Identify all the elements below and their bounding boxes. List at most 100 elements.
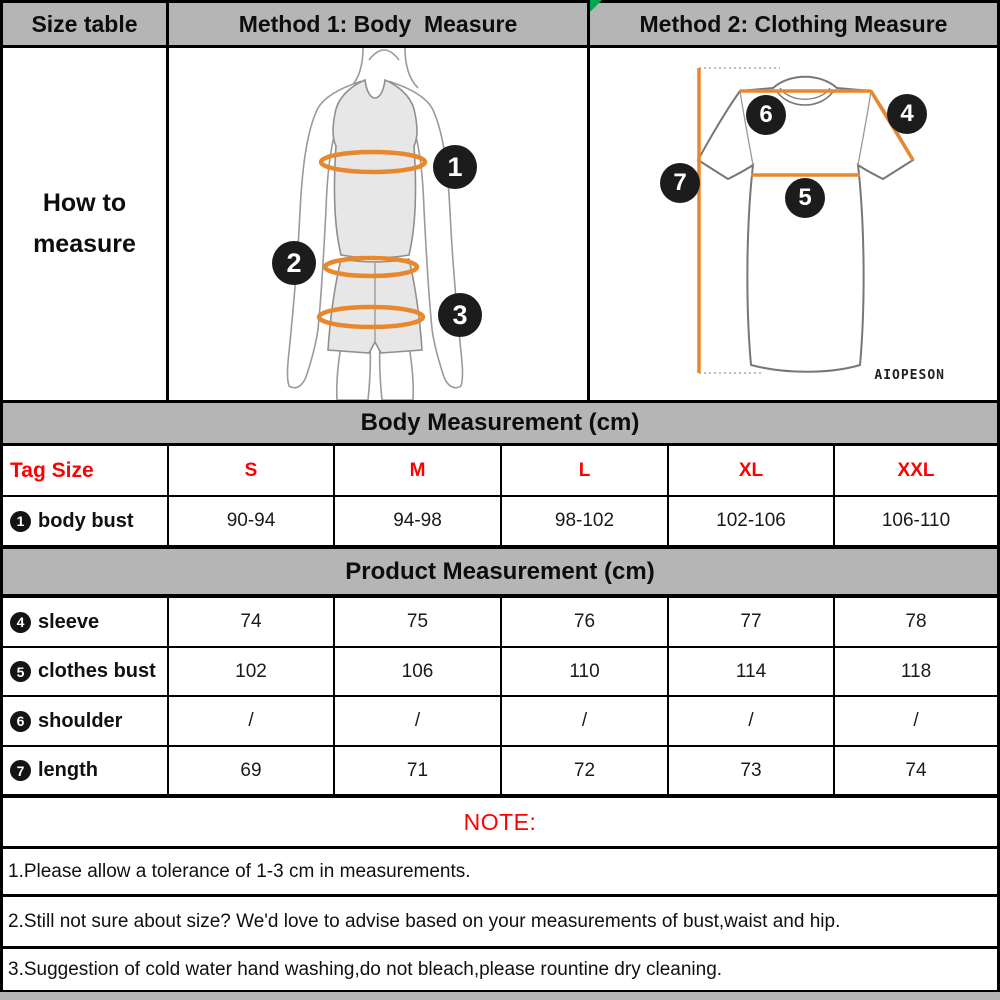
length-l: 72 <box>502 747 667 794</box>
table-row-sleeve: 4 sleeve 74 75 76 77 78 <box>3 598 997 646</box>
tshirt-figure-icon <box>696 67 915 374</box>
green-corner-marker-icon <box>590 0 602 12</box>
bust-band-icon <box>318 149 428 175</box>
row-label-sleeve: 4 sleeve <box>3 598 167 646</box>
body-bust-s: 90-94 <box>169 497 333 545</box>
circled-6-icon: 6 <box>10 710 31 732</box>
sleeve-m: 75 <box>335 598 500 646</box>
product-measurement-title: Product Measurement (cm) <box>345 557 655 585</box>
tag-size-label: Tag Size <box>10 458 94 482</box>
body-measurement-title: Body Measurement (cm) <box>360 409 640 436</box>
measure-point-4: 4 <box>887 94 927 134</box>
measure-point-1: 1 <box>433 145 477 189</box>
length-xl: 73 <box>669 747 833 794</box>
size-s-label: S <box>244 459 258 481</box>
measure-point-6: 6 <box>746 95 786 135</box>
clothes-bust-l: 110 <box>502 648 667 695</box>
size-col-m: M <box>335 446 500 495</box>
table-row-shoulder: 6 shoulder / / / / / <box>3 697 997 745</box>
shoulder-label: shoulder <box>38 709 123 732</box>
measure-point-6-label: 6 <box>759 101 773 128</box>
shoulder-l: / <box>502 697 667 745</box>
clothes-bust-xxl: 118 <box>835 648 997 695</box>
size-col-xxl: XXL <box>835 446 997 495</box>
brand-label: AIOPESON <box>874 368 945 383</box>
body-diagram-cell <box>169 48 587 400</box>
bottom-strip <box>0 992 1000 1000</box>
clothes-bust-label: clothes bust <box>38 660 156 682</box>
method1-label: Method 1: Body Measure <box>238 10 518 37</box>
title-method1: Method 1: Body Measure <box>169 3 587 45</box>
measure-point-3-label: 3 <box>452 299 468 330</box>
note-item-1: 1.Please allow a tolerance of 1-3 cm in … <box>3 849 997 894</box>
clothes-bust-s: 102 <box>169 648 333 695</box>
sleeve-xxl: 78 <box>835 598 997 646</box>
size-col-l: L <box>502 446 667 495</box>
measure-point-2: 2 <box>272 241 316 285</box>
sleeve-s: 74 <box>169 598 333 646</box>
tag-size-header: Tag Size <box>3 446 167 495</box>
note-title: NOTE: <box>463 808 537 835</box>
shoulder-xxl: / <box>835 697 997 745</box>
title-size-table: Size table <box>3 3 166 45</box>
shoulder-s: / <box>169 697 333 745</box>
body-bust-xxl: 106-110 <box>835 497 997 545</box>
row-label-shoulder: 6 shoulder <box>3 697 167 745</box>
table-row-clothes-bust: 5 clothes bust 102 106 110 114 118 <box>3 648 997 695</box>
sleeve-l: 76 <box>502 598 667 646</box>
size-table-label: Size table <box>31 10 138 37</box>
clothing-diagram-cell <box>590 48 997 400</box>
size-col-xl: XL <box>669 446 833 495</box>
length-xxl: 74 <box>835 747 997 794</box>
size-m-label: M <box>409 459 426 481</box>
shoulder-xl: / <box>669 697 833 745</box>
circled-4-icon: 4 <box>10 611 31 633</box>
how-to-measure-line2: measure <box>33 230 136 258</box>
measure-point-3: 3 <box>438 293 482 337</box>
sleeve-xl: 77 <box>669 598 833 646</box>
measure-point-2-label: 2 <box>286 247 302 278</box>
clothes-bust-m: 106 <box>335 648 500 695</box>
note-item-3: 3.Suggestion of cold water hand washing,… <box>3 949 997 990</box>
size-col-s: S <box>169 446 333 495</box>
note-band: NOTE: <box>3 798 997 846</box>
measure-point-4-label: 4 <box>900 100 914 127</box>
body-figure-icon <box>286 48 464 400</box>
length-label: length <box>38 759 98 781</box>
shoulder-m: / <box>335 697 500 745</box>
how-to-measure-line1: How to <box>42 188 127 217</box>
measure-point-1-label: 1 <box>447 151 463 182</box>
circled-1-icon: 1 <box>10 510 31 532</box>
body-measurement-band: Body Measurement (cm) <box>3 403 997 443</box>
method2-label: Method 2: Clothing Measure <box>639 10 948 37</box>
row-label-body-bust: 1 body bust <box>3 497 167 545</box>
how-to-measure-cell: How to measure <box>3 48 166 400</box>
hip-band-icon <box>316 304 426 330</box>
body-bust-xl: 102-106 <box>669 497 833 545</box>
body-bust-label: body bust <box>38 509 134 532</box>
row-label-clothes-bust: 5 clothes bust <box>3 648 167 695</box>
clothes-bust-xl: 114 <box>669 648 833 695</box>
product-measurement-band: Product Measurement (cm) <box>3 549 997 594</box>
table-row-body-bust: 1 body bust 90-94 94-98 98-102 102-106 1… <box>3 497 997 545</box>
body-bust-l: 98-102 <box>502 497 667 545</box>
size-header-row: Tag Size S M L XL XXL <box>3 446 997 495</box>
circled-5-icon: 5 <box>10 661 31 682</box>
length-s: 69 <box>169 747 333 794</box>
row-label-length: 7 length <box>3 747 167 794</box>
waist-band-icon <box>322 255 420 279</box>
measure-point-7-label: 7 <box>673 169 687 196</box>
measure-point-5-label: 5 <box>798 184 812 211</box>
size-xxl-label: XXL <box>897 459 935 481</box>
measure-point-7: 7 <box>660 163 700 203</box>
circled-7-icon: 7 <box>10 760 31 781</box>
sleeve-label: sleeve <box>38 610 100 633</box>
title-method2: Method 2: Clothing Measure <box>590 3 997 45</box>
body-bust-m: 94-98 <box>335 497 500 545</box>
note-item-2: 2.Still not sure about size? We'd love t… <box>3 897 997 946</box>
length-m: 71 <box>335 747 500 794</box>
table-row-length: 7 length 69 71 72 73 74 <box>3 747 997 794</box>
size-l-label: L <box>578 459 591 481</box>
size-xl-label: XL <box>738 459 764 481</box>
